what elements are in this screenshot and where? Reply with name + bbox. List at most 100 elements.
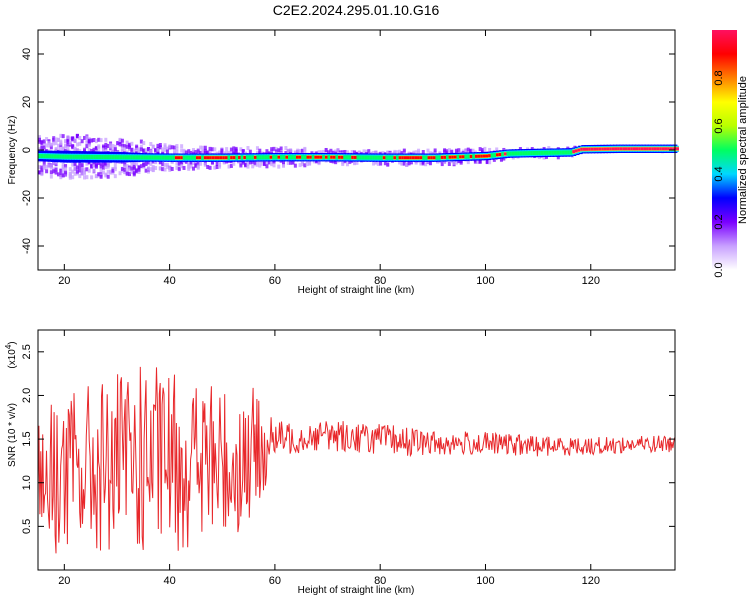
spectrogram-y-tick-label: 40 bbox=[21, 48, 33, 60]
spectrogram-cell bbox=[648, 147, 653, 151]
spectrogram-cell bbox=[59, 143, 63, 148]
spectrogram-cell bbox=[222, 160, 226, 165]
spectrogram-cell bbox=[330, 155, 335, 159]
spectrogram-cell bbox=[90, 175, 94, 180]
spectrogram-cell bbox=[66, 154, 71, 159]
spectrogram-cell bbox=[238, 156, 243, 160]
spectrogram-cell bbox=[246, 161, 250, 166]
spectrogram-cell bbox=[596, 147, 601, 151]
spectrogram-cell bbox=[430, 156, 435, 160]
spectrogram-cell bbox=[208, 165, 212, 170]
spectrogram-cell bbox=[52, 160, 56, 165]
spectrogram-cell bbox=[438, 155, 443, 160]
spectrogram-cell bbox=[182, 165, 186, 170]
spectrogram-cell bbox=[45, 137, 49, 142]
spectrogram-cell bbox=[93, 154, 98, 159]
spectrogram-cell bbox=[277, 164, 281, 169]
spectrogram-cell bbox=[402, 148, 406, 153]
spectrogram-cell bbox=[92, 163, 96, 168]
spectrogram-cell bbox=[395, 150, 399, 155]
spectrogram-cell bbox=[194, 162, 198, 167]
spectrogram-cell bbox=[540, 150, 545, 155]
spectrogram-cell bbox=[198, 156, 203, 160]
spectrogram-cell bbox=[118, 171, 122, 176]
spectrogram-cell bbox=[199, 161, 203, 166]
spectrogram-cell bbox=[140, 155, 145, 160]
spectrogram-cell bbox=[488, 160, 492, 165]
spectrogram-cell bbox=[135, 147, 139, 152]
spectrogram-cell bbox=[75, 165, 79, 170]
spectrogram-cell bbox=[54, 167, 58, 172]
spectrogram-x-tick-label: 20 bbox=[58, 275, 70, 287]
spectrogram-cell bbox=[40, 141, 44, 146]
spectrogram-cell bbox=[646, 147, 651, 151]
spectrogram-cell bbox=[99, 161, 103, 166]
spectrogram-cell bbox=[106, 169, 110, 174]
spectrogram-cell bbox=[227, 155, 232, 160]
spectrogram-cell bbox=[74, 154, 79, 159]
spectrogram-cell bbox=[209, 156, 214, 160]
spectrogram-cell bbox=[559, 150, 564, 155]
spectrogram-cell bbox=[606, 147, 611, 151]
spectrogram-cell bbox=[139, 147, 143, 152]
spectrogram-cell bbox=[234, 148, 238, 153]
spectrogram-cell bbox=[548, 150, 553, 155]
spectrogram-cell bbox=[182, 155, 187, 160]
spectrogram-cell bbox=[104, 173, 108, 178]
spectrogram-cell bbox=[166, 155, 171, 160]
spectrogram-cell bbox=[305, 162, 309, 167]
spectrogram-cell bbox=[75, 169, 79, 174]
snr-series-line bbox=[37, 366, 676, 554]
spectrogram-cell bbox=[52, 169, 56, 174]
spectrogram-cell bbox=[78, 168, 82, 173]
spectrogram-cell bbox=[123, 146, 127, 151]
spectrogram-cell bbox=[664, 147, 669, 151]
spectrogram-cell bbox=[124, 155, 129, 160]
spectrogram-cell bbox=[556, 150, 561, 155]
spectrogram-cell bbox=[447, 162, 451, 167]
spectrogram-cell bbox=[303, 146, 307, 151]
spectrogram-cell bbox=[42, 145, 46, 150]
spectrogram-cell bbox=[208, 149, 212, 154]
spectrogram-cell bbox=[38, 137, 41, 142]
spectrogram-cell bbox=[272, 155, 277, 160]
spectrogram-cell bbox=[45, 164, 49, 169]
spectrogram-cell bbox=[125, 140, 129, 145]
spectrogram-cell bbox=[104, 142, 108, 147]
spectrogram-cell bbox=[90, 164, 94, 169]
spectrogram-cell bbox=[556, 155, 560, 160]
spectrogram-cell bbox=[498, 153, 503, 156]
spectrogram-cell bbox=[85, 135, 89, 140]
snr-y-tick-label: 0.5 bbox=[21, 519, 33, 534]
spectrogram-cell bbox=[83, 135, 87, 140]
spectrogram-cell bbox=[451, 155, 456, 159]
spectrogram-cell bbox=[551, 150, 556, 155]
spectrogram-cell bbox=[42, 164, 46, 169]
spectrogram-cell bbox=[40, 154, 45, 159]
spectrogram-cell bbox=[213, 147, 217, 152]
spectrogram-cell bbox=[385, 155, 390, 160]
spectrogram-cell bbox=[282, 155, 287, 160]
spectrogram-cell bbox=[54, 137, 58, 142]
spectrogram-cell bbox=[104, 165, 108, 170]
spectrogram-cell bbox=[289, 148, 293, 153]
spectrogram-cell bbox=[502, 156, 506, 161]
spectrogram-cell bbox=[49, 174, 53, 179]
spectrogram-cell bbox=[519, 151, 524, 156]
spectrogram-cell bbox=[380, 155, 385, 160]
spectrogram-cell bbox=[80, 163, 84, 168]
spectrogram-cell bbox=[72, 154, 77, 159]
spectrogram-cell bbox=[332, 155, 337, 159]
spectrogram-cell bbox=[182, 148, 186, 153]
spectrogram-cell bbox=[248, 160, 252, 165]
spectrogram-cell bbox=[263, 161, 267, 166]
spectrogram-cell bbox=[130, 166, 134, 171]
spectrogram-cell bbox=[109, 155, 114, 160]
spectrogram-cell bbox=[187, 166, 191, 171]
spectrogram-cell bbox=[71, 175, 75, 180]
spectrogram-cell bbox=[128, 167, 132, 172]
spectrogram-cell bbox=[509, 151, 514, 156]
spectrogram-cell bbox=[61, 154, 66, 159]
spectrogram-cell bbox=[379, 161, 383, 166]
spectrogram-cell bbox=[151, 165, 155, 170]
